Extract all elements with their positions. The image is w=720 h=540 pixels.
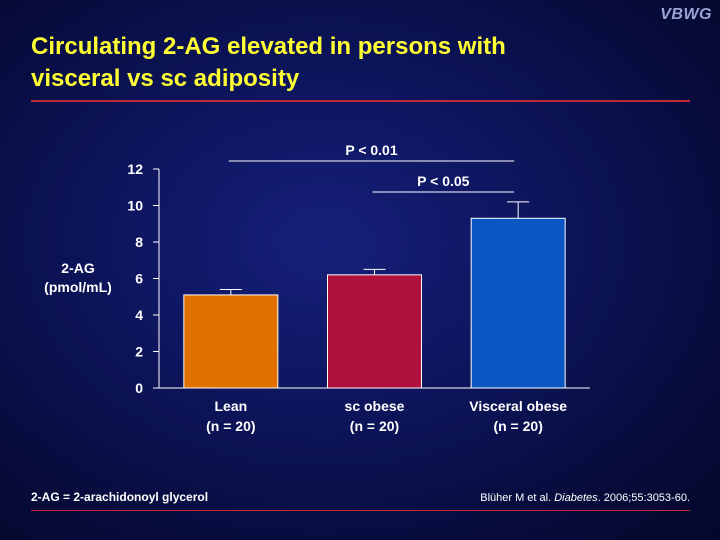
category-n-label-1: (n = 20) (350, 418, 399, 434)
y-axis-label-line-2: (pmol/mL) (44, 279, 112, 295)
citation-details: . 2006;55:3053-60. (597, 492, 690, 504)
bar-1 (327, 274, 422, 389)
citation: Blüher M et al. Diabetes. 2006;55:3053-6… (480, 492, 690, 504)
y-tick-label-5: 10 (127, 198, 143, 214)
slide-title-line-2: visceral vs sc adiposity (31, 65, 300, 92)
title-divider (31, 100, 690, 102)
citation-journal: Diabetes (554, 492, 598, 504)
significance-label-1: P < 0.05 (417, 173, 470, 189)
bar-0 (183, 294, 279, 389)
y-tick-label-4: 8 (135, 234, 143, 250)
y-tick-label-2: 4 (135, 307, 143, 323)
y-axis-label-line-1: 2-AG (61, 260, 95, 276)
slide-title-line-1: Circulating 2-AG elevated in persons wit… (31, 33, 506, 60)
y-tick-label-6: 12 (127, 161, 143, 177)
category-n-label-0: (n = 20) (206, 418, 255, 434)
y-axis-label: 2-AG (pmol/mL) (28, 259, 128, 297)
significance-label-0: P < 0.01 (345, 142, 398, 158)
vbwg-logo: VBWG (660, 6, 712, 23)
category-n-label-2: (n = 20) (493, 418, 542, 434)
category-label-2: Visceral obese (469, 398, 567, 414)
category-label-1: sc obese (345, 398, 405, 414)
y-tick-label-3: 6 (135, 271, 143, 287)
y-tick-label-0: 0 (135, 380, 143, 396)
abbreviation-footnote: 2-AG = 2-arachidonoyl glycerol (31, 490, 209, 504)
citation-authors: Blüher M et al. (480, 492, 555, 504)
bar-2 (470, 217, 566, 389)
footer-divider (31, 510, 690, 511)
slide-title: Circulating 2-AG elevated in persons wit… (31, 31, 691, 95)
category-label-0: Lean (214, 398, 247, 414)
y-tick-label-1: 2 (135, 344, 143, 360)
